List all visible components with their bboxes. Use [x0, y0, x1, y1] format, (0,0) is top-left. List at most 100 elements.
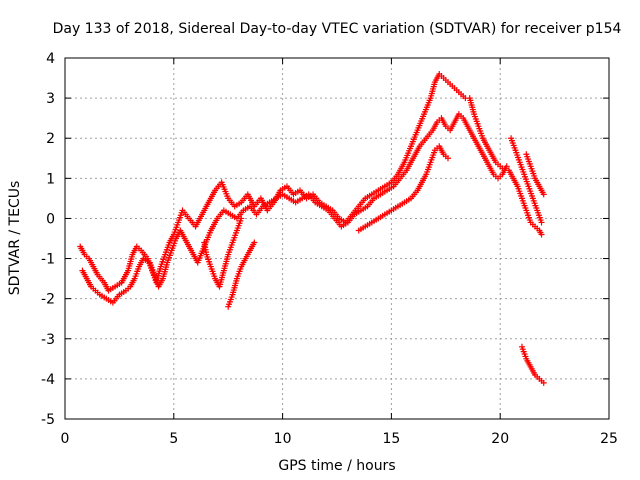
data-point-fill [515, 156, 522, 163]
data-point-fill [198, 213, 204, 220]
series-track-8 [518, 343, 547, 386]
data-point-fill [224, 193, 231, 200]
data-point-fill [518, 192, 525, 199]
data-point-fill [407, 145, 414, 152]
data-point-fill [342, 220, 349, 227]
data-point-fill [431, 81, 438, 88]
data-point-fill [144, 258, 151, 265]
data-point-fill [230, 201, 237, 208]
data-point-fill [485, 161, 492, 168]
data-point-fill [310, 197, 317, 204]
data-point-fill [316, 202, 323, 209]
series-track-3 [201, 215, 245, 290]
data-point-fill [241, 257, 248, 264]
data-point-fill [366, 220, 373, 227]
data-point-fill [438, 73, 445, 80]
data-point-fill [94, 289, 101, 296]
data-point-fill [158, 277, 165, 284]
data-point-fill [373, 216, 380, 223]
data-point-fill [526, 160, 533, 167]
data-point-fill [455, 89, 462, 96]
data-point-fill [373, 188, 380, 195]
data-point-fill [120, 288, 127, 295]
data-point-fill [442, 77, 449, 84]
data-point-fill [520, 168, 527, 175]
data-point-fill [107, 298, 114, 305]
data-point-fill [472, 137, 479, 144]
data-point-fill [150, 269, 157, 276]
series-track-7 [523, 151, 547, 198]
data-point-fill [233, 277, 240, 284]
data-point-fill [412, 189, 419, 196]
series-track-2 [79, 111, 510, 306]
grid [65, 58, 609, 419]
data-point-fill [135, 265, 142, 272]
data-point-fill [513, 181, 520, 188]
data-point-fill [478, 132, 485, 139]
data-point-fill [522, 205, 529, 212]
data-point-fill [495, 161, 502, 168]
x-tick-label: 10 [274, 431, 292, 447]
data-point-fill [379, 212, 386, 219]
data-point-fill [211, 273, 218, 280]
data-point-fill [386, 180, 393, 187]
y-tick-label: -4 [41, 372, 55, 388]
data-point-fill [82, 273, 89, 280]
data-point-fill [283, 194, 290, 201]
data-point-fill [228, 294, 235, 301]
data-point-fill [531, 172, 538, 179]
data-point-fill [258, 205, 265, 212]
data-point-fill [163, 261, 170, 268]
data-point-fill [509, 173, 516, 180]
data-point-fill [476, 145, 483, 152]
data-point-fill [184, 213, 191, 220]
data-point-fill [323, 206, 330, 213]
data-point-fill [463, 121, 470, 128]
data-point-fill [276, 189, 283, 196]
data-point-fill [511, 144, 518, 151]
data-point-fill [369, 197, 376, 204]
data-point-fill [80, 249, 87, 256]
data-point-fill [422, 173, 429, 180]
chart-title: Day 133 of 2018, Sidereal Day-to-day VTE… [53, 21, 622, 37]
data-point-fill [87, 281, 94, 288]
y-tick-label: 3 [46, 91, 55, 107]
data-point-fill [225, 210, 232, 217]
series-track-6 [508, 135, 545, 226]
data-point-fill [379, 184, 386, 191]
data-point-fill [392, 204, 399, 211]
data-point-fill [204, 201, 211, 208]
data-point-fill [336, 221, 343, 228]
data-point-fill [93, 269, 100, 276]
data-point-fill [167, 249, 174, 256]
data-point-fill [491, 157, 498, 164]
data-point-fill [135, 245, 142, 252]
y-tick-label: -3 [41, 332, 55, 348]
data-point-fill [534, 225, 541, 232]
data-point-fill [428, 129, 435, 136]
data-point-fill [534, 373, 541, 380]
x-tick-label: 20 [491, 431, 509, 447]
data-point-fill [165, 241, 172, 248]
data-point-fill [330, 213, 337, 220]
data-point-fill [386, 208, 393, 215]
series-track-5 [355, 143, 451, 234]
data-point-fill [128, 253, 135, 260]
y-tick-label: -2 [41, 292, 55, 308]
data-point-fill [433, 121, 440, 128]
data-point-fill [224, 253, 231, 260]
data-point-fill [526, 217, 533, 224]
plot-frame [64, 57, 610, 420]
data-point-fill [399, 200, 406, 207]
data-point-fill [375, 192, 382, 199]
data-point-fill [213, 217, 220, 224]
data-series [77, 71, 547, 386]
data-point-fill [526, 361, 533, 368]
data-point-fill [161, 253, 168, 260]
data-point-fill [393, 173, 400, 180]
data-point-fill [442, 153, 449, 160]
data-point-fill [439, 149, 446, 156]
data-point-fill [303, 192, 310, 199]
y-tick-label: 1 [46, 171, 55, 187]
